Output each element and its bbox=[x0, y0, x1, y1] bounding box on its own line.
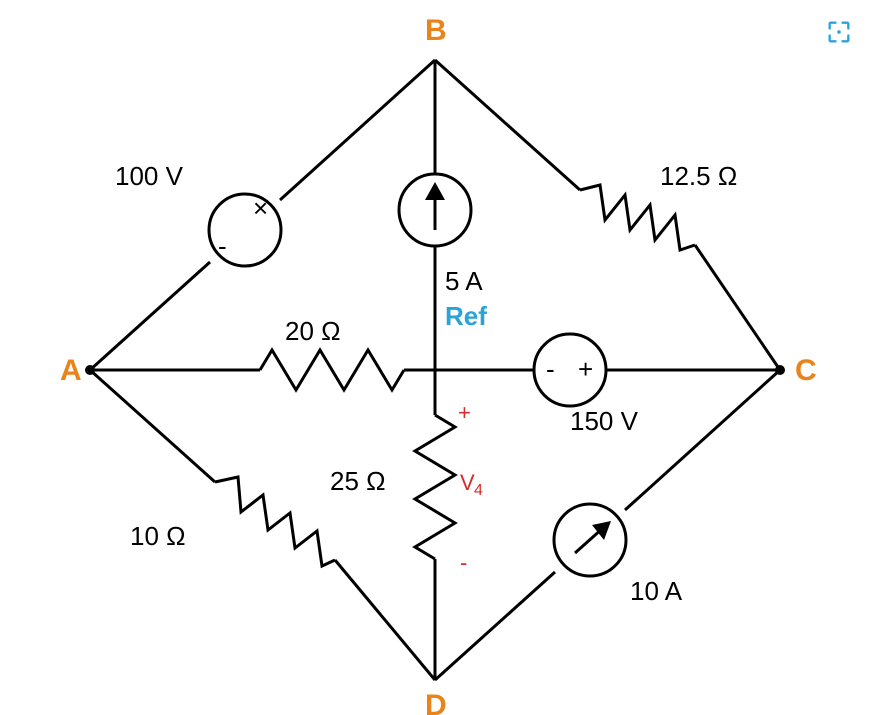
node-c-label: C bbox=[795, 354, 817, 387]
voltage-source-100v: × - 100 V bbox=[90, 60, 435, 370]
vsrc-100v-label: 100 V bbox=[115, 161, 184, 191]
isrc-5a-label: 5 A bbox=[445, 266, 483, 296]
resistor-20: 20 Ω bbox=[90, 316, 435, 390]
res-25-label: 25 Ω bbox=[330, 466, 386, 496]
node-d-label: D bbox=[425, 689, 447, 715]
svg-text:+: + bbox=[578, 354, 593, 384]
node-a-label: A bbox=[60, 354, 82, 387]
resistor-10: 10 Ω bbox=[90, 370, 435, 680]
isrc-10a-label: 10 A bbox=[630, 576, 683, 606]
svg-text:-: - bbox=[546, 354, 555, 384]
expand-icon[interactable] bbox=[825, 18, 853, 46]
circuit-diagram: A B C D × - 100 V 5 A 12.5 Ω 20 Ω bbox=[0, 0, 871, 715]
svg-text:+: + bbox=[458, 400, 471, 425]
node-b-label: B bbox=[425, 14, 447, 47]
v4-label: V bbox=[460, 470, 475, 495]
svg-text:-: - bbox=[218, 231, 227, 261]
v4-sub: 4 bbox=[474, 482, 483, 499]
res-12-5-label: 12.5 Ω bbox=[660, 161, 737, 191]
ref-label: Ref bbox=[445, 301, 487, 331]
svg-text:×: × bbox=[253, 193, 268, 223]
voltage-source-150v: - + 150 V bbox=[435, 334, 780, 436]
res-20-label: 20 Ω bbox=[285, 316, 341, 346]
vsrc-150v-label: 150 V bbox=[570, 406, 639, 436]
svg-text:-: - bbox=[460, 550, 467, 575]
res-10-label: 10 Ω bbox=[130, 521, 186, 551]
resistor-25: 25 Ω + V 4 - bbox=[330, 370, 483, 680]
